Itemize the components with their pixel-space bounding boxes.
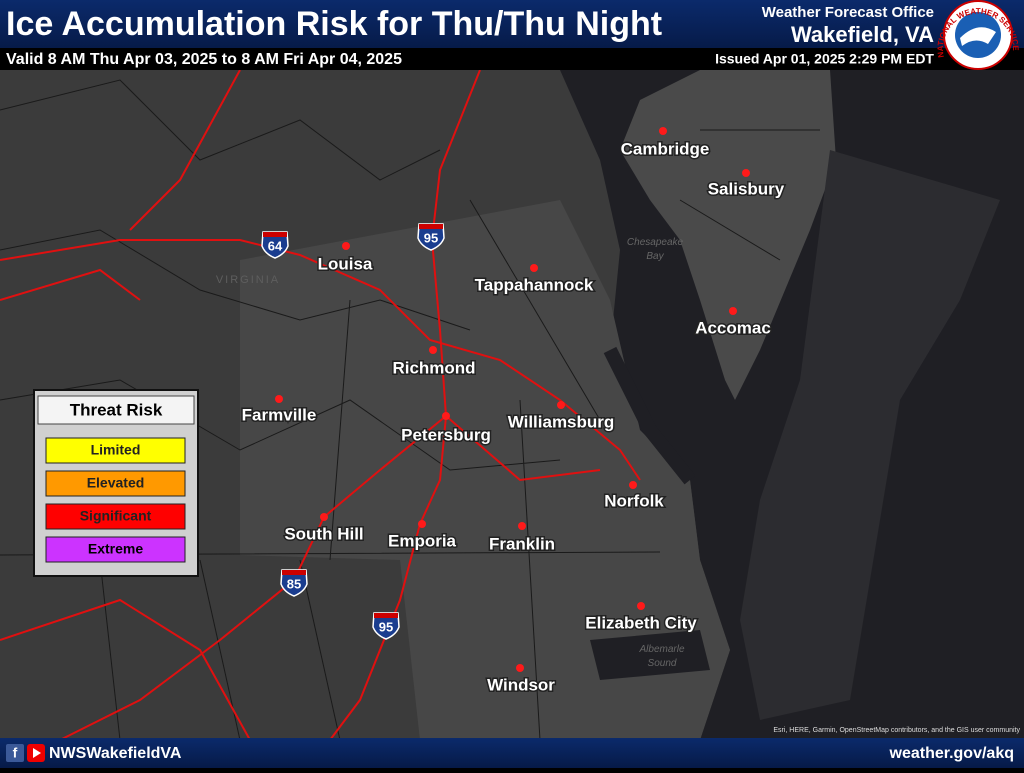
shield [372,612,400,640]
legend-swatch [45,470,186,497]
legend-swatch [45,503,186,530]
bay-mouth [603,346,696,485]
nws-logo: NATIONAL WEATHER SERVICE [936,0,1020,70]
legend-title: Threat Risk [70,400,163,419]
city-dot [418,520,426,528]
city-label: Richmond [392,358,475,377]
shield-number: 95 [379,619,393,634]
office-name: Wakefield, VA [791,22,934,47]
city-label: Tappahannock [475,275,594,294]
website[interactable]: weather.gov/akq [889,745,1015,762]
city-label: Petersburg [401,425,491,444]
shield-number: 85 [287,576,301,591]
svg-text:f: f [13,745,18,761]
sound [590,630,710,680]
city-label: Elizabeth City [585,613,697,632]
state-label: VIRGINIA [216,274,280,286]
city-dot [637,602,645,610]
city-label: Williamsburg [508,412,615,431]
shield-top [419,224,443,229]
delmarva [620,70,836,400]
shield [261,231,289,259]
interstate-shields: 64 95 85 95 [261,223,445,640]
city-dot [557,401,565,409]
city-label: Salisbury [708,179,785,198]
city-dot [342,242,350,250]
legend-label: Limited [91,442,141,458]
ocean-shade [740,150,1000,720]
facebook-icon[interactable] [6,744,24,762]
header-bar [0,0,1024,50]
water-label: Albemarle [638,644,684,655]
city-label: Cambridge [621,139,710,158]
city-dot [320,513,328,521]
water-label: Bay [646,251,664,262]
shield-top [282,570,306,575]
city-dot [629,481,637,489]
issued-time: Issued Apr 01, 2025 2:29 PM EDT [715,51,934,67]
city-label: Emporia [388,531,457,550]
city-dot [530,264,538,272]
water-label: Sound [648,658,677,669]
city-label: Franklin [489,534,555,553]
shield-top [263,232,287,237]
city-dot [275,395,283,403]
title: Ice Accumulation Risk for Thu/Thu Night [6,5,662,43]
county-lines [0,79,820,741]
city-label: Windsor [487,675,555,694]
attribution: Esri, HERE, Garmin, OpenStreetMap contri… [773,727,1020,734]
city-dot [442,412,450,420]
legend-label: Extreme [88,541,143,557]
valid-time: Valid 8 AM Thu Apr 03, 2025 to 8 AM Fri … [6,51,402,68]
water-labels: Chesapeake Bay Albemarle Sound [627,237,685,669]
legend: Threat Risk Limited Elevated Significant Ex… [33,389,199,577]
social-handle[interactable]: NWSWakefieldVA [49,745,182,762]
legend-swatch [45,536,186,563]
legend-label: Elevated [87,475,145,491]
city-label: Louisa [318,254,373,273]
highways [0,69,641,741]
water-label: Chesapeake [627,237,684,248]
city-label: Accomac [695,318,771,337]
forecast-area [240,200,730,740]
legend-swatch [45,437,186,464]
shield-top [374,613,398,618]
city-label: South Hill [284,524,363,543]
cities: Cambridge Salisbury Louisa Tappahannock Acco… [240,127,786,696]
city-dot [742,169,750,177]
city-dot [518,522,526,530]
city-dot [429,346,437,354]
city-label: Norfolk [604,491,664,510]
city-dot [729,307,737,315]
city-dot [516,664,524,672]
office-label: Weather Forecast Office [762,4,934,21]
legend-label: Significant [80,508,152,524]
shield-number: 95 [424,230,438,245]
shield [280,569,308,597]
shield [417,223,445,251]
shield-number: 64 [268,238,283,253]
header-strip [0,48,1024,70]
footer-bar [0,738,1024,768]
city-dot [659,127,667,135]
city-label: Farmville [242,405,317,424]
